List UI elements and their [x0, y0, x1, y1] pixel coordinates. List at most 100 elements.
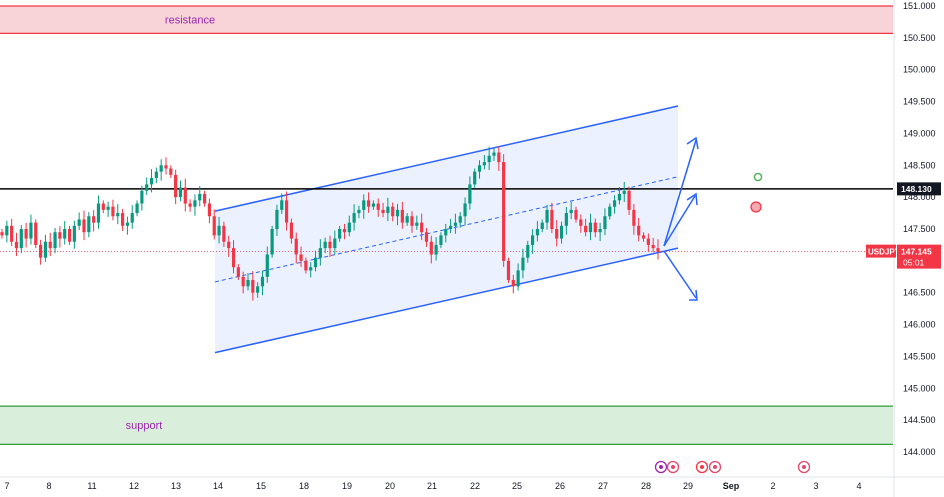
x-tick-label: 21: [427, 481, 437, 491]
candle-body: [309, 267, 313, 271]
candle: [120, 208, 125, 231]
candle-body: [386, 206, 390, 214]
support-label: support: [126, 420, 163, 432]
candle-body: [545, 209, 549, 223]
candle-body: [72, 225, 76, 242]
candle: [622, 181, 626, 202]
candle-body: [434, 244, 438, 255]
y-tick-label: 150.000: [903, 65, 936, 75]
candle: [381, 202, 385, 218]
scenario-arrow-up-2-head: [686, 192, 698, 206]
candle: [101, 200, 105, 214]
candle-body: [482, 162, 486, 166]
candle-body: [366, 200, 371, 207]
candle: [130, 205, 134, 229]
candle-body: [574, 209, 578, 220]
candle: [111, 199, 115, 221]
candle: [579, 214, 583, 233]
candle-body: [289, 222, 294, 239]
level-price-tag-text: 148.130: [901, 184, 932, 194]
candle-body: [579, 219, 583, 226]
candle: [323, 237, 327, 254]
candle-body: [342, 229, 347, 233]
y-tick-label: 150.500: [903, 33, 936, 43]
candle: [10, 218, 14, 246]
candle: [309, 262, 313, 278]
candle-body: [10, 225, 14, 242]
candle: [77, 212, 81, 230]
candle-body: [521, 257, 525, 271]
candle: [632, 203, 636, 235]
candle: [530, 229, 535, 254]
candle-body: [338, 229, 342, 239]
candle: [183, 178, 187, 212]
candle: [222, 221, 226, 247]
candle-body: [656, 248, 660, 252]
candle-body: [169, 168, 173, 175]
x-tick-label: 22: [470, 481, 480, 491]
candle-body: [130, 213, 134, 223]
candle-body: [391, 206, 395, 217]
candle-body: [154, 171, 158, 179]
candle: [289, 218, 294, 244]
x-tick-label: 25: [512, 481, 522, 491]
y-tick-label: 149.000: [903, 128, 936, 138]
candle: [511, 274, 515, 294]
x-tick-label: 18: [299, 481, 309, 491]
candle-body: [569, 209, 573, 214]
candle-body: [294, 238, 298, 255]
candle-body: [82, 219, 86, 233]
candle-body: [453, 222, 458, 226]
candle: [275, 204, 279, 237]
x-tick-label: 8: [46, 481, 51, 491]
candle-body: [617, 193, 622, 201]
candle-body: [270, 229, 274, 255]
candle: [58, 226, 62, 248]
candle-body: [420, 222, 424, 233]
candle: [38, 239, 43, 265]
candle: [193, 194, 197, 216]
marker-green-circle: [753, 172, 763, 182]
candle: [574, 206, 578, 223]
candle: [72, 220, 76, 249]
candle: [294, 232, 298, 264]
candle: [284, 191, 289, 231]
candle-body: [530, 235, 535, 245]
candle-body: [395, 209, 400, 217]
candle: [617, 186, 622, 205]
x-tick-label: 26: [555, 481, 565, 491]
candle: [448, 218, 453, 234]
candle-body: [29, 222, 33, 239]
candle-body: [174, 174, 178, 198]
y-tick-label: 147.500: [903, 224, 936, 234]
candle: [212, 209, 216, 240]
scenario-arrow-up-1: [663, 136, 699, 247]
candle: [516, 263, 520, 291]
candle: [217, 216, 221, 244]
candle-body: [260, 276, 265, 287]
candle-body: [193, 200, 197, 207]
candle: [627, 186, 631, 215]
candle: [19, 224, 23, 254]
candle-body: [256, 286, 260, 293]
candle-body: [448, 225, 453, 229]
candle-body: [34, 222, 38, 245]
candle: [125, 216, 130, 235]
candle: [646, 233, 650, 252]
candle-body: [24, 229, 28, 239]
candle-body: [535, 229, 540, 236]
candle: [434, 236, 438, 261]
candle-body: [458, 216, 462, 223]
candle: [106, 201, 110, 217]
candle-body: [424, 232, 429, 242]
candle: [637, 217, 641, 242]
candle-body: [632, 209, 636, 226]
candle: [338, 225, 342, 242]
candle-body: [164, 165, 168, 169]
candle: [63, 221, 67, 245]
candle-body: [381, 209, 385, 214]
candle: [444, 223, 448, 243]
candle: [391, 202, 395, 222]
candle-body: [246, 279, 250, 287]
